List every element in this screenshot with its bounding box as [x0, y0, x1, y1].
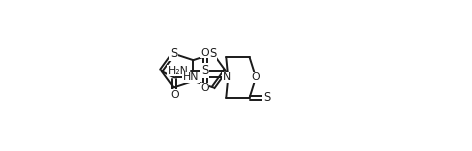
Text: S: S: [170, 47, 177, 60]
Text: O: O: [200, 48, 209, 58]
Text: S: S: [263, 91, 270, 104]
Text: O: O: [252, 72, 261, 82]
Text: O: O: [170, 90, 178, 100]
Text: O: O: [200, 83, 209, 93]
Text: N: N: [223, 72, 231, 82]
Text: HN: HN: [183, 72, 199, 82]
Text: H₂N: H₂N: [168, 66, 189, 76]
Text: S: S: [210, 47, 217, 60]
Text: S: S: [201, 64, 208, 77]
